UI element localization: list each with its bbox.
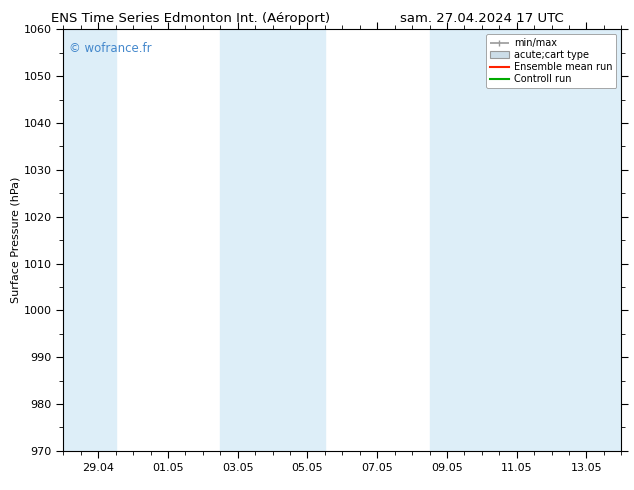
Text: ENS Time Series Edmonton Int. (Aéroport): ENS Time Series Edmonton Int. (Aéroport) (51, 12, 330, 25)
Bar (63, 29, 115, 451)
Bar (429, 29, 621, 451)
Y-axis label: Surface Pressure (hPa): Surface Pressure (hPa) (11, 177, 21, 303)
Bar (221, 29, 325, 451)
Legend: min/max, acute;cart type, Ensemble mean run, Controll run: min/max, acute;cart type, Ensemble mean … (486, 34, 616, 88)
Text: sam. 27.04.2024 17 UTC: sam. 27.04.2024 17 UTC (400, 12, 564, 25)
Text: © wofrance.fr: © wofrance.fr (69, 42, 152, 55)
